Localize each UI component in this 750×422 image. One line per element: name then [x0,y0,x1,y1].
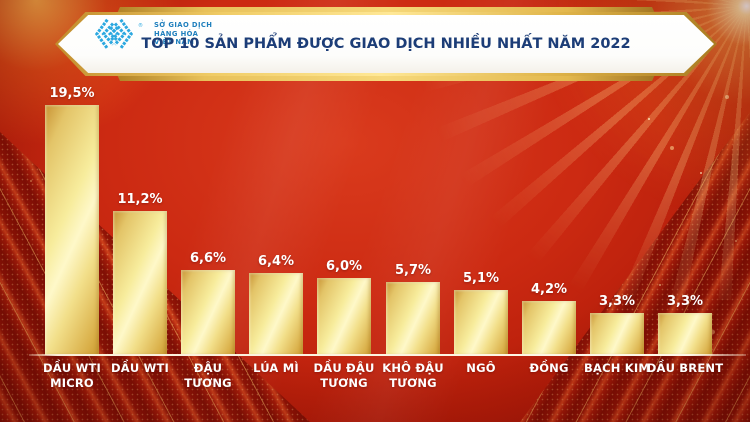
logo-line-2: HÀNG HÓA [154,29,199,38]
bar-6 [386,282,440,355]
mxv-logo-text: SỞ GIAO DỊCH HÀNG HÓA VIỆT NAM [154,21,212,47]
bar-category-label: BẠCH KIM [584,361,650,375]
bar-category-label: LÚA MÌ [253,361,299,375]
bar-5 [317,278,371,355]
bar-3 [181,270,235,355]
bar-value-label: 5,1% [462,271,500,286]
bar-value-label: 6,6% [189,251,227,266]
bar-category-label: DẦU BRENT [646,361,724,375]
bar-value-label: 3,3% [666,294,704,309]
bar-value-label: 19,5% [49,86,95,101]
bar-value-label: 11,2% [117,192,163,207]
logo-line-3: VIỆT NAM [154,38,195,47]
bar-category-label: NGÔ [466,361,496,375]
bar-category-label: ĐẬU TƯƠNG [184,361,232,390]
banner-white-plate [58,15,714,73]
bar-value-label: 6,4% [257,254,295,269]
bar-value-label: 5,7% [394,263,432,278]
bar-value-label: 3,3% [598,294,636,309]
chart-baseline [29,354,746,356]
bar-category-label: DẦU WTI MICRO [43,361,101,390]
bar-category-label: DẦU ĐẬU TƯƠNG [313,361,375,390]
header-banner: ® SỞ GIAO DỊCH HÀNG HÓA VIỆT NAM TOP 10 … [55,7,717,81]
bar-10 [658,313,712,355]
bar-4 [249,273,303,355]
bar-7 [454,290,508,355]
logo-line-1: SỞ GIAO DỊCH [154,21,213,30]
bar-value-label: 4,2% [530,282,568,297]
bar-9 [590,313,644,355]
bar-category-label: DẦU WTI [111,361,169,375]
mxv-logo: ® SỞ GIAO DỊCH HÀNG HÓA VIỆT NAM [93,16,212,52]
bar-category-label: KHÔ ĐẬU TƯƠNG [382,361,444,390]
bar-2 [113,211,167,355]
registered-trademark-symbol: ® [138,23,143,29]
mxv-chevron-diamond-icon [94,18,134,50]
bar-1 [45,105,99,355]
bar-category-label: ĐỒNG [529,361,569,375]
bar-8 [522,301,576,355]
bar-value-label: 6,0% [325,259,363,274]
chart-title: TOP 10 SẢN PHẨM ĐƯỢC GIAO DỊCH NHIỀU NHẤ… [141,36,631,52]
